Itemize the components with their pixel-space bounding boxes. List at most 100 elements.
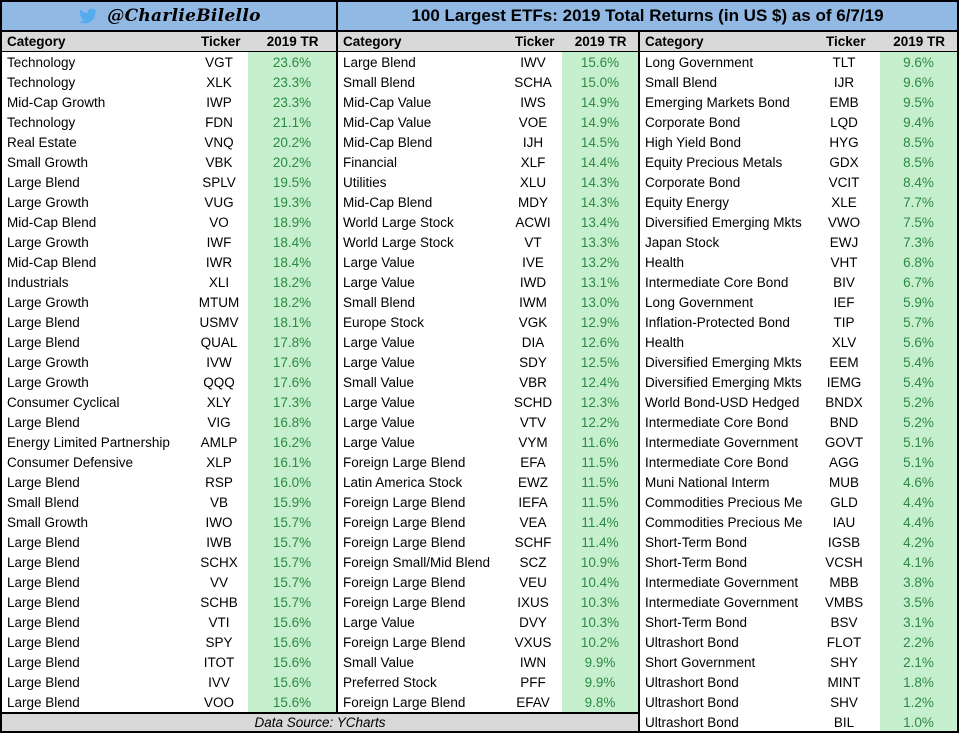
table-column-group-1: Category Ticker 2019 TR Technology VGT 23.… <box>2 32 338 712</box>
table-row: Large Blend SCHB 15.7% <box>2 592 336 612</box>
table-row: Industrials XLI 18.2% <box>2 272 336 292</box>
ticker-cell: XLK <box>206 74 232 90</box>
return-cell: 16.0% <box>248 472 336 492</box>
category-cell: Small Blend <box>645 74 718 90</box>
column-header-row: Category Ticker 2019 TR <box>640 32 957 52</box>
ticker-cell: SCHX <box>200 554 238 570</box>
return-cell: 10.2% <box>562 632 638 652</box>
category-cell: Mid-Cap Value <box>343 94 432 110</box>
ticker-cell: XLU <box>519 174 547 190</box>
table-row: Diversified Emerging Mkts VWO 7.5% <box>640 212 957 232</box>
table-row: Real Estate VNQ 20.2% <box>2 132 336 152</box>
ticker-cell: IXUS <box>517 594 549 610</box>
table-row: Large Blend SCHX 15.7% <box>2 552 336 572</box>
category-cell: Mid-Cap Growth <box>7 94 106 110</box>
return-cell: 1.2% <box>880 692 957 712</box>
table-row: Corporate Bond VCIT 8.4% <box>640 172 957 192</box>
table-row: Small Growth IWO 15.7% <box>2 512 336 532</box>
ticker-cell: XLV <box>831 334 857 350</box>
category-cell: Equity Precious Metals <box>645 154 783 170</box>
return-cell: 18.4% <box>248 252 336 272</box>
table-row: Large Blend ITOT 15.6% <box>2 652 336 672</box>
table-row: Large Blend RSP 16.0% <box>2 472 336 492</box>
table-row: Large Value DIA 12.6% <box>338 332 638 352</box>
return-cell: 5.9% <box>880 292 957 312</box>
page-title: 100 Largest ETFs: 2019 Total Returns (in… <box>338 2 957 30</box>
column-header-2019tr: 2019 TR <box>893 34 945 49</box>
ticker-cell: IWD <box>519 274 547 290</box>
table-row: Large Growth MTUM 18.2% <box>2 292 336 312</box>
table-row: Equity Precious Metals GDX 8.5% <box>640 152 957 172</box>
ticker-cell: BIV <box>833 274 855 290</box>
category-cell: Foreign Large Blend <box>343 694 466 710</box>
return-cell: 7.7% <box>880 192 957 212</box>
ticker-cell: IVE <box>522 254 544 270</box>
category-cell: Technology <box>7 54 76 70</box>
category-cell: High Yield Bond <box>645 134 742 150</box>
table-row: Large Blend VOO 15.6% <box>2 692 336 712</box>
table-row: Large Growth IWF 18.4% <box>2 232 336 252</box>
table-row: Ultrashort Bond SHV 1.2% <box>640 692 957 712</box>
category-cell: Long Government <box>645 294 754 310</box>
ticker-cell: QUAL <box>200 334 238 350</box>
return-cell: 15.7% <box>248 572 336 592</box>
table-row: Small Blend IJR 9.6% <box>640 72 957 92</box>
return-cell: 23.6% <box>248 52 336 72</box>
return-cell: 14.4% <box>562 152 638 172</box>
return-cell: 11.5% <box>562 472 638 492</box>
return-cell: 16.8% <box>248 412 336 432</box>
return-cell: 12.2% <box>562 412 638 432</box>
table-row: Inflation-Protected Bond TIP 5.7% <box>640 312 957 332</box>
table-row: Small Growth VBK 20.2% <box>2 152 336 172</box>
return-cell: 10.3% <box>562 612 638 632</box>
return-cell: 12.5% <box>562 352 638 372</box>
return-cell: 5.6% <box>880 332 957 352</box>
return-cell: 15.6% <box>248 692 336 712</box>
return-cell: 9.9% <box>562 672 638 692</box>
return-cell: 15.7% <box>248 592 336 612</box>
table-row: Large Growth IVW 17.6% <box>2 352 336 372</box>
category-cell: Consumer Defensive <box>7 454 134 470</box>
ticker-cell: IGSB <box>827 534 861 550</box>
column-header-row: Category Ticker 2019 TR <box>338 32 638 52</box>
table-row: World Large Stock ACWI 13.4% <box>338 212 638 232</box>
column-header-ticker: Ticker <box>826 34 866 49</box>
category-cell: Intermediate Core Bond <box>645 274 789 290</box>
return-cell: 8.5% <box>880 132 957 152</box>
category-cell: Industrials <box>7 274 69 290</box>
data-source-footer: Data Source: YCharts <box>2 712 640 731</box>
category-cell: Large Value <box>343 614 415 630</box>
category-cell: Small Blend <box>343 294 416 310</box>
return-cell: 11.5% <box>562 492 638 512</box>
table-row: Intermediate Core Bond BND 5.2% <box>640 412 957 432</box>
table-row: Latin America Stock EWZ 11.5% <box>338 472 638 492</box>
table-row: Europe Stock VGK 12.9% <box>338 312 638 332</box>
table-row: High Yield Bond HYG 8.5% <box>640 132 957 152</box>
ticker-cell: IWV <box>520 54 546 70</box>
table-row: Health XLV 5.6% <box>640 332 957 352</box>
category-cell: Foreign Large Blend <box>343 534 466 550</box>
table-row: Foreign Large Blend VXUS 10.2% <box>338 632 638 652</box>
ticker-cell: VT <box>524 234 542 250</box>
table-row: Consumer Cyclical XLY 17.3% <box>2 392 336 412</box>
return-cell: 19.3% <box>248 192 336 212</box>
ticker-cell: SPLV <box>202 174 236 190</box>
ticker-cell: SDY <box>519 354 547 370</box>
return-cell: 8.5% <box>880 152 957 172</box>
return-cell: 12.4% <box>562 372 638 392</box>
table-row: Large Blend QUAL 17.8% <box>2 332 336 352</box>
table-row: Mid-Cap Blend IJH 14.5% <box>338 132 638 152</box>
ticker-cell: IWO <box>205 514 233 530</box>
category-cell: Large Blend <box>7 614 80 630</box>
category-cell: Foreign Large Blend <box>343 594 466 610</box>
return-cell: 3.5% <box>880 592 957 612</box>
return-cell: 10.9% <box>562 552 638 572</box>
table-row: Commodities Precious Me IAU 4.4% <box>640 512 957 532</box>
category-cell: Emerging Markets Bond <box>645 94 790 110</box>
return-cell: 21.1% <box>248 112 336 132</box>
table-row: Intermediate Government GOVT 5.1% <box>640 432 957 452</box>
ticker-cell: IEMG <box>826 374 862 390</box>
return-cell: 13.3% <box>562 232 638 252</box>
twitter-handle-cell: @CharlieBilello <box>2 2 338 30</box>
return-cell: 4.6% <box>880 472 957 492</box>
